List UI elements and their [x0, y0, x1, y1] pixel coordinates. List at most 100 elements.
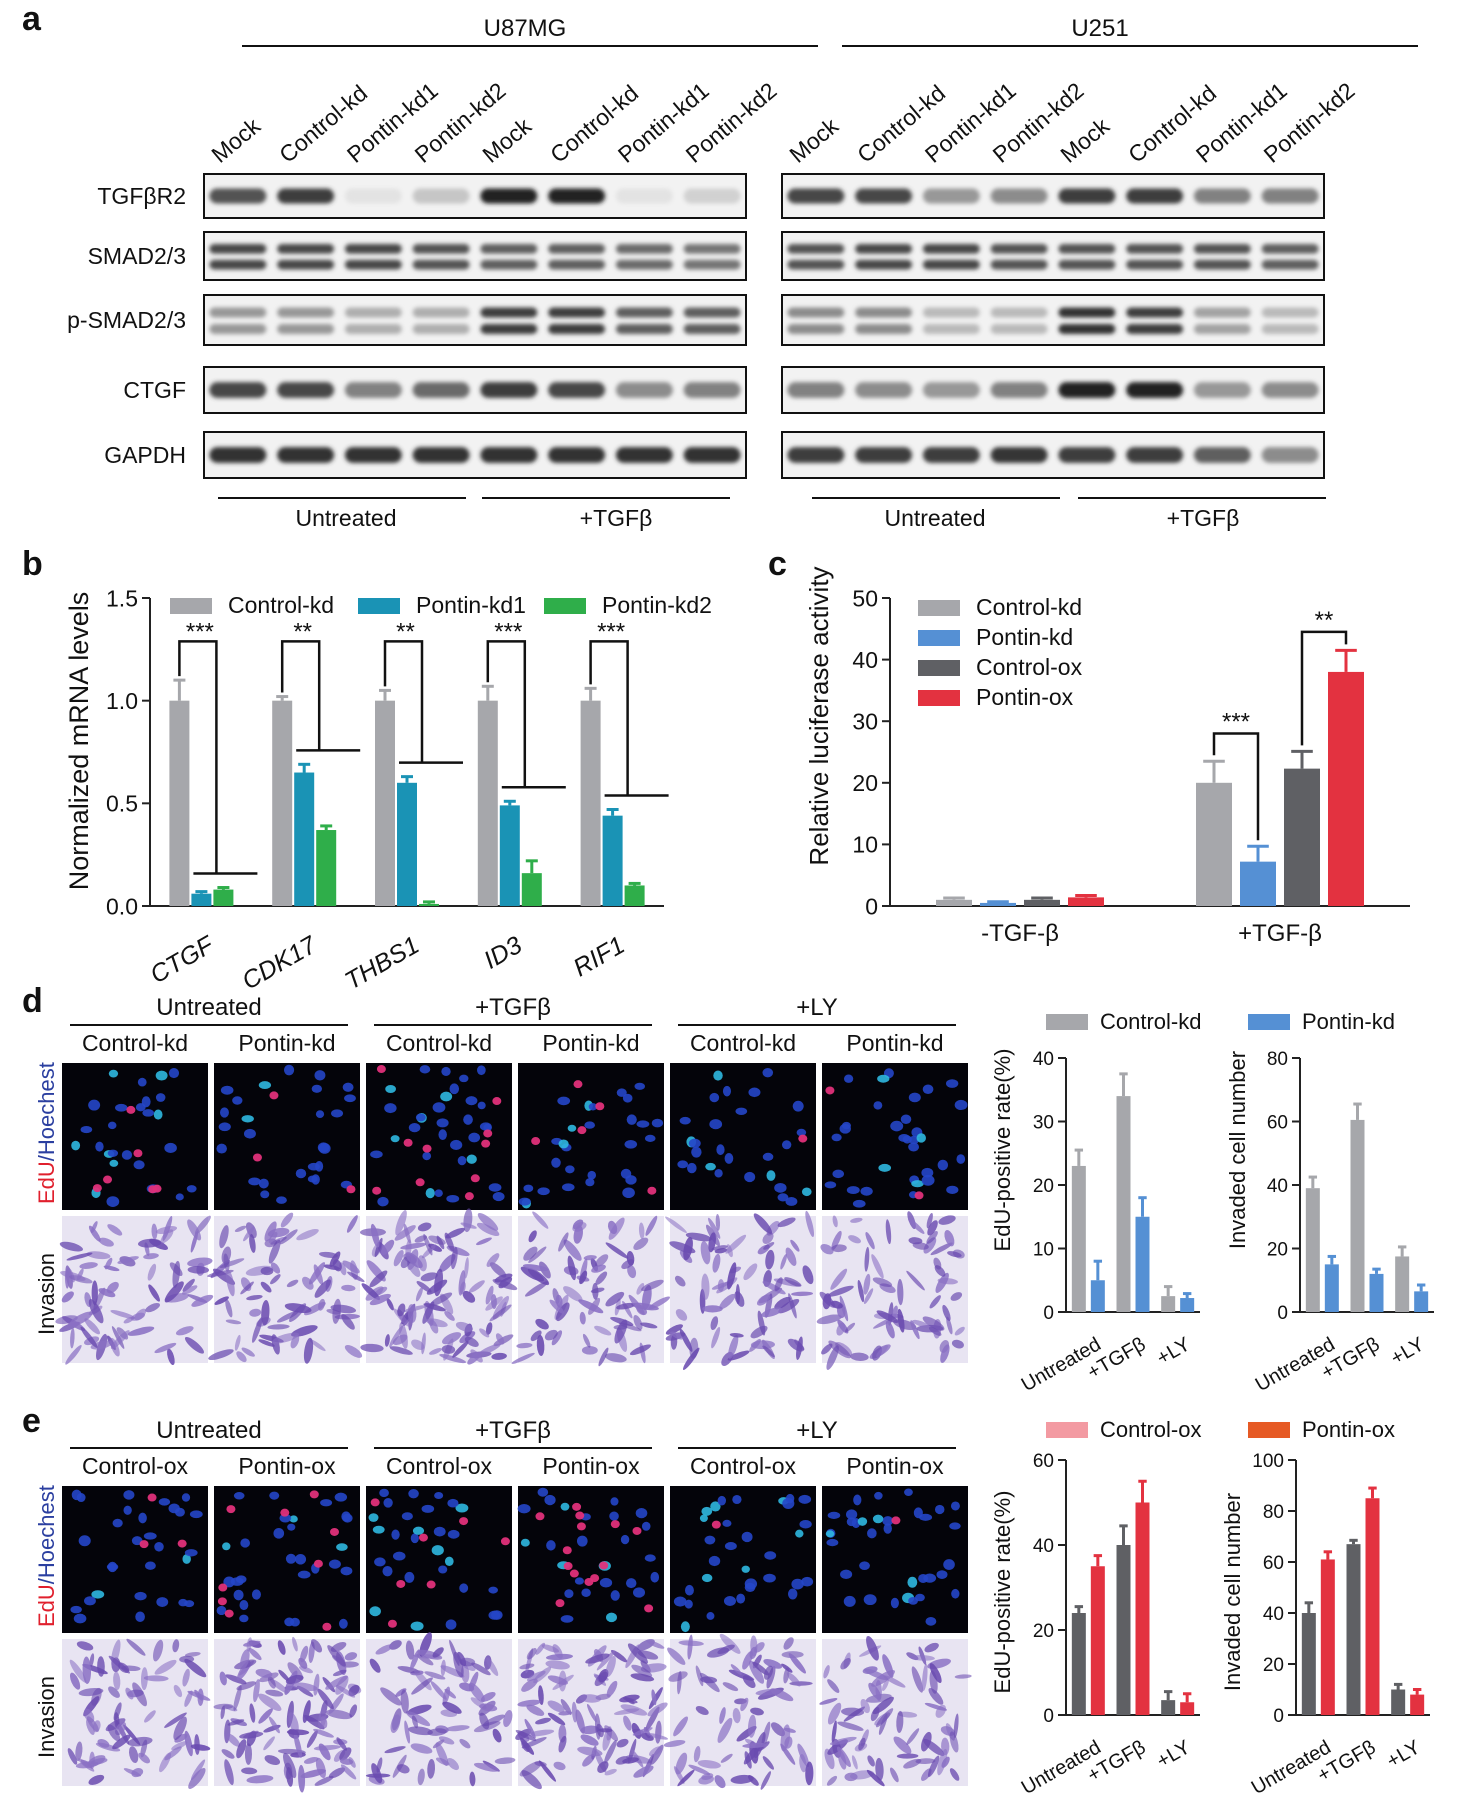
invaded-cell: [486, 1253, 500, 1267]
nucleus: [954, 1099, 968, 1111]
blot-band: [1058, 324, 1116, 334]
nucleus: [949, 1522, 961, 1530]
invaded-cell: [411, 1715, 419, 1729]
blot-band: [548, 307, 606, 318]
invaded-cell: [631, 1664, 653, 1678]
invaded-cell: [444, 1311, 455, 1321]
blot-band: [548, 324, 606, 334]
invaded-cell: [67, 1748, 78, 1765]
significance-bracket: [1300, 630, 1348, 746]
edu-nucleus: [133, 1149, 143, 1158]
invaded-cell: [243, 1226, 255, 1242]
invaded-cell: [420, 1272, 438, 1282]
cell-line-u251: U251: [1071, 15, 1128, 42]
invaded-cell: [947, 1251, 962, 1258]
blot-band: [1193, 382, 1251, 398]
invaded-cell: [641, 1279, 664, 1292]
invaded-cell: [742, 1742, 769, 1748]
nucleus: [243, 1128, 256, 1139]
invaded-cell: [605, 1291, 625, 1307]
invaded-cell: [123, 1724, 141, 1746]
nucleus: [142, 1109, 155, 1117]
invaded-cell: [926, 1231, 938, 1244]
invaded-cell: [871, 1254, 884, 1279]
nucleus: [447, 1529, 460, 1539]
nucleus: [258, 1081, 272, 1089]
nucleus: [223, 1576, 235, 1588]
invaded-cell: [175, 1326, 194, 1336]
invaded-cell: [445, 1725, 470, 1732]
invaded-cell: [405, 1252, 423, 1269]
invaded-cell: [788, 1653, 806, 1674]
invaded-cell: [563, 1286, 583, 1302]
invaded-cell: [908, 1218, 925, 1234]
blot-band: [344, 259, 402, 270]
invaded-cell: [405, 1640, 415, 1660]
nucleus: [900, 1114, 912, 1124]
blot-band: [1261, 324, 1319, 334]
nucleus: [109, 1159, 119, 1167]
invaded-cell: [766, 1665, 776, 1689]
invaded-cell: [346, 1215, 358, 1233]
invaded-cell: [241, 1767, 258, 1775]
nucleus: [785, 1197, 798, 1206]
edu-nucleus: [217, 1597, 227, 1606]
panel-a: a U87MG U251 Mock Control-kdPontin-kd1Pon…: [22, 0, 1418, 531]
nucleus: [517, 1503, 531, 1514]
nucleus: [175, 1193, 184, 1201]
nucleus: [921, 1174, 935, 1186]
nucleus: [433, 1526, 446, 1537]
nucleus: [459, 1074, 469, 1083]
invaded-cell: [494, 1273, 513, 1283]
invaded-cell: [264, 1221, 277, 1242]
invaded-cell: [226, 1733, 241, 1747]
blot-band: [1193, 447, 1251, 463]
nucleus: [723, 1595, 736, 1607]
invaded-cell: [86, 1251, 111, 1260]
invaded-cell: [138, 1752, 151, 1764]
invaded-cell: [444, 1232, 455, 1252]
nucleus: [520, 1538, 530, 1547]
nucleus: [421, 1504, 435, 1513]
invaded-cell: [535, 1717, 552, 1725]
y-tick-label: 60: [1267, 1112, 1288, 1133]
y-tick-label: 40: [852, 647, 878, 673]
blot-band: [1261, 447, 1319, 463]
invaded-cell: [89, 1653, 95, 1668]
nucleus: [410, 1533, 419, 1544]
nucleus: [115, 1103, 128, 1112]
nucleus: [383, 1497, 393, 1508]
invaded-cell: [860, 1698, 870, 1714]
invaded-cell: [400, 1689, 409, 1714]
nucleus: [123, 1490, 135, 1500]
invaded-cell: [164, 1712, 187, 1728]
edu-nucleus: [269, 1091, 279, 1100]
invaded-cell: [174, 1733, 188, 1743]
lane-label: Mock: [477, 112, 536, 168]
nucleus: [168, 1067, 180, 1079]
invaded-cell: [277, 1640, 286, 1655]
blot-band: [209, 382, 267, 398]
invaded-cell: [445, 1227, 466, 1239]
invaded-cell: [264, 1755, 281, 1766]
invaded-cell: [246, 1775, 274, 1784]
invaded-cell: [416, 1281, 432, 1293]
blot-band: [922, 244, 980, 254]
invaded-cell: [621, 1259, 635, 1270]
bar-pontin-kd2: [213, 889, 234, 906]
y-tick-label: 60: [1263, 1553, 1284, 1574]
invaded-cell: [944, 1230, 955, 1247]
invaded-cell: [498, 1276, 513, 1289]
nucleus: [289, 1515, 298, 1523]
invaded-cell: [563, 1239, 582, 1261]
nucleus: [679, 1116, 691, 1125]
invaded-cell: [547, 1675, 568, 1685]
blot-band: [615, 188, 673, 204]
invaded-cell: [227, 1719, 245, 1726]
invaded-cell: [449, 1639, 460, 1666]
invaded-cell: [325, 1675, 348, 1690]
nucleus: [240, 1538, 251, 1548]
nucleus: [181, 1493, 191, 1502]
column-label: Pontin-kd: [238, 1030, 335, 1056]
invaded-cell: [64, 1269, 70, 1289]
